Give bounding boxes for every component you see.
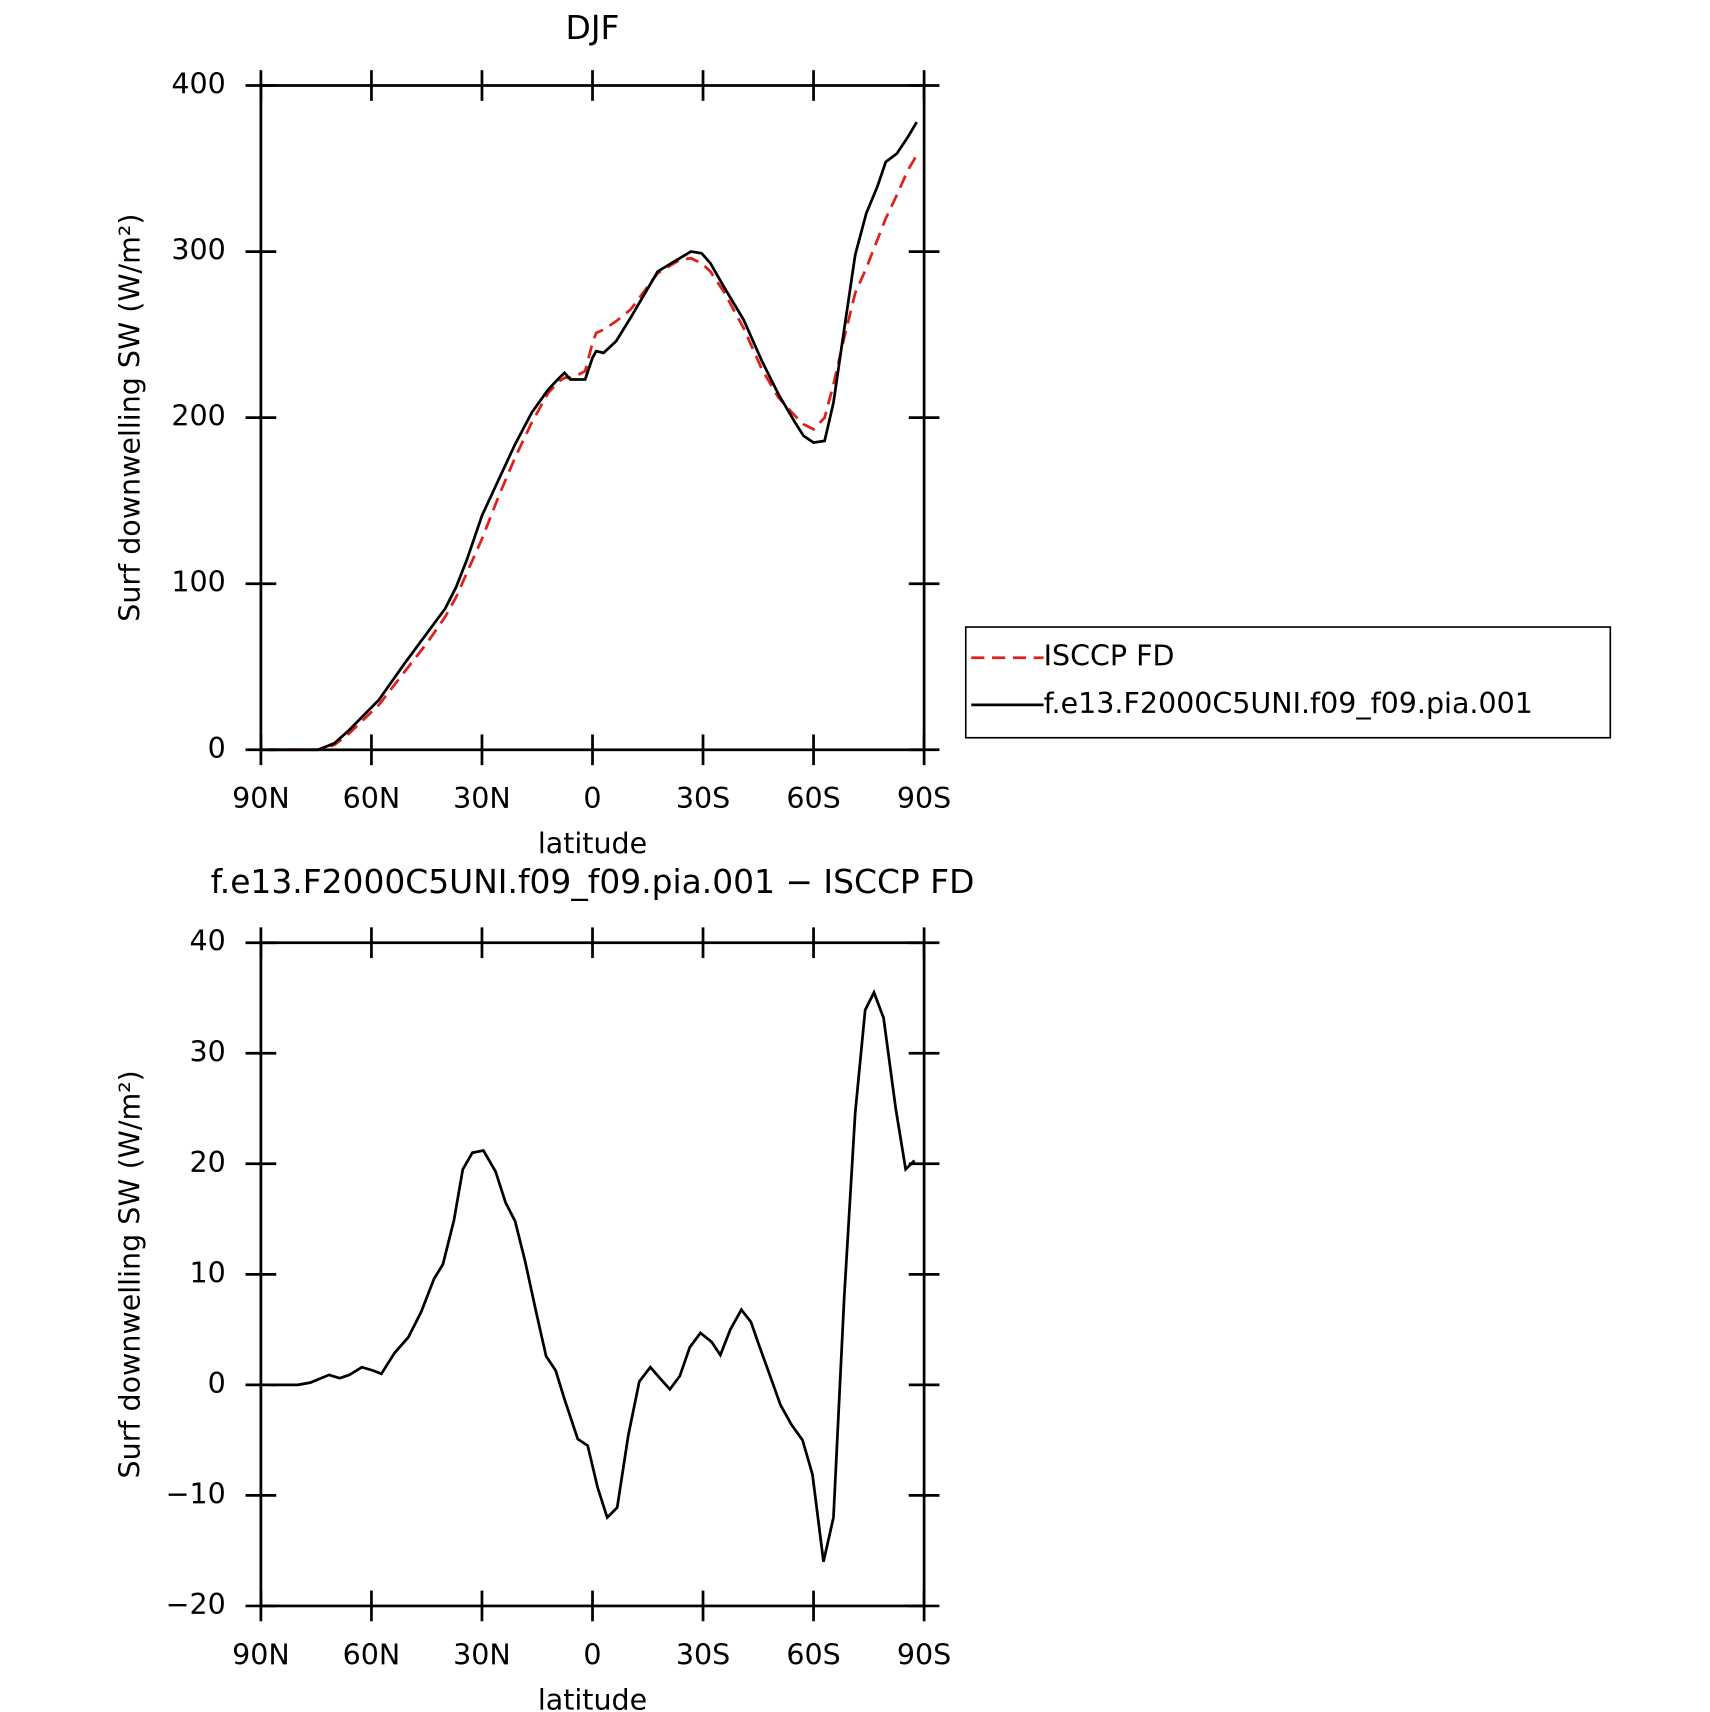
legend-label: f.e13.F2000C5UNI.f09_f09.pia.001 (1044, 687, 1533, 720)
x-tick-label: 60S (786, 782, 840, 815)
data-line (268, 121, 918, 752)
x-tick-label: 90N (232, 1638, 290, 1671)
y-tick-label: −20 (166, 1588, 226, 1621)
chart-title: DJF (566, 8, 620, 47)
chart-title: f.e13.F2000C5UNI.f09_f09.pia.001 − ISCCP… (211, 862, 975, 901)
x-tick-label: 90S (897, 1638, 951, 1671)
plot-frame (259, 84, 926, 752)
y-tick-label: 30 (190, 1035, 226, 1068)
y-tick-label: 300 (171, 234, 225, 267)
y-tick-label: 10 (190, 1256, 226, 1289)
y-tick-label: 0 (208, 732, 226, 765)
y-axis-label: Surf downwelling SW (W/m²) (114, 214, 147, 622)
x-tick-label: 60N (343, 1638, 401, 1671)
x-axis-label: latitude (538, 827, 647, 860)
y-tick-label: 200 (171, 400, 225, 433)
y-axis-label: Surf downwelling SW (W/m²) (114, 1070, 147, 1478)
plot-frame (259, 941, 926, 1608)
figure-body: DJF latitude Surf downwelling SW (W/m²) 0 10… (114, 8, 1612, 1712)
y-tick-label: −10 (166, 1477, 226, 1510)
y-tick-label: 100 (171, 566, 225, 599)
x-tick-label: 0 (583, 782, 601, 815)
x-tick-label: 60S (786, 1638, 840, 1671)
x-tick-label: 90S (897, 782, 951, 815)
data-line (268, 154, 918, 752)
x-tick-label: 90N (232, 782, 290, 815)
x-axis-label: latitude (538, 1683, 647, 1712)
y-tick-label: 20 (190, 1146, 226, 1179)
legend-box (964, 626, 1612, 739)
data-line (269, 989, 916, 1563)
x-tick-label: 30S (676, 1638, 730, 1671)
legend-label: ISCCP FD (1044, 640, 1175, 673)
x-tick-label: 30N (453, 782, 511, 815)
y-tick-label: 400 (171, 68, 225, 101)
x-tick-label: 0 (583, 1638, 601, 1671)
x-tick-label: 30N (453, 1638, 511, 1671)
x-tick-label: 60N (343, 782, 401, 815)
y-tick-label: 40 (190, 925, 226, 958)
x-tick-label: 30S (676, 782, 730, 815)
y-tick-label: 0 (208, 1367, 226, 1400)
